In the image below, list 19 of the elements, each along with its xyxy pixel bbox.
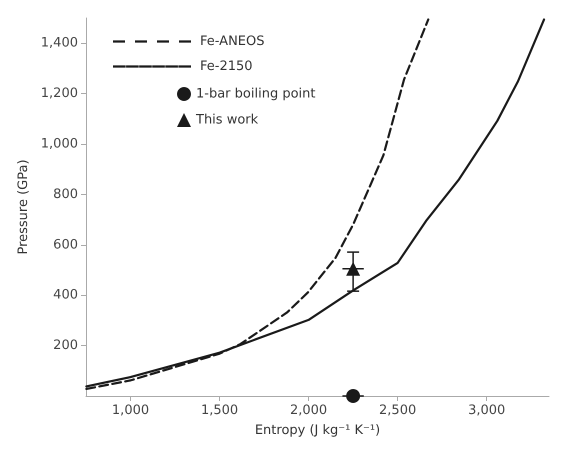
legend-label: This work — [195, 112, 259, 128]
y-tick-label: 600 — [53, 237, 78, 252]
y-tick-label: 1,000 — [40, 136, 78, 152]
x-tick-label: 1,000 — [112, 403, 150, 418]
x-tick-label: 1,500 — [200, 403, 238, 418]
y-tick-label: 1,400 — [40, 36, 78, 51]
y-tick-label: 400 — [53, 288, 78, 303]
legend-label: Fe-ANEOS — [200, 34, 264, 49]
line-series — [85, 18, 546, 388]
y-tick-label: 1,200 — [40, 86, 78, 102]
y-tick-label: 800 — [53, 186, 78, 202]
x-tick-label: 2,000 — [290, 403, 328, 418]
x-axis-title: Entropy (J kg⁻¹ K⁻¹) — [254, 423, 380, 438]
x-tick-label: 2,500 — [379, 403, 416, 418]
legend-label: Fe-2150 — [200, 59, 253, 74]
y-tick-label: 200 — [53, 338, 78, 354]
legend-label: 1-bar boiling point — [196, 86, 316, 102]
y-axis-title: Pressure (GPa) — [16, 159, 31, 255]
x-tick-label: 3,000 — [468, 403, 506, 418]
